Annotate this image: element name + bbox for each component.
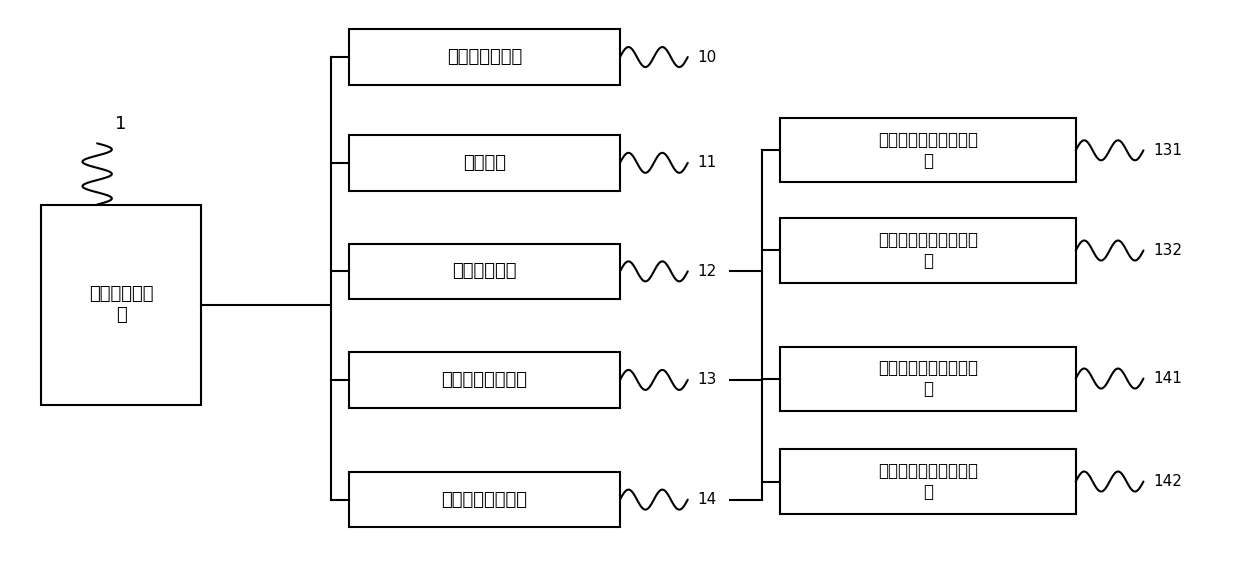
Text: 132: 132 [1153,243,1182,258]
Text: 第一速度调整模块: 第一速度调整模块 [441,371,527,389]
FancyBboxPatch shape [780,346,1076,411]
FancyBboxPatch shape [41,205,201,405]
FancyBboxPatch shape [780,219,1076,282]
Text: 第二速度调整模块: 第二速度调整模块 [441,490,527,509]
Text: 操作力检测模块: 操作力检测模块 [446,48,522,66]
Text: 第二虚拟阻尼计算子模
块: 第二虚拟阻尼计算子模 块 [878,359,978,398]
Text: 第一虚拟质量计算子模
块: 第一虚拟质量计算子模 块 [878,231,978,270]
Text: 10: 10 [698,50,717,64]
Text: 1: 1 [115,115,126,133]
FancyBboxPatch shape [348,244,620,299]
Text: 计算模块: 计算模块 [463,154,506,172]
Text: 13: 13 [698,372,717,388]
Text: 第一虚拟阻尼计算子模
块: 第一虚拟阻尼计算子模 块 [878,131,978,170]
FancyBboxPatch shape [348,472,620,528]
Text: 131: 131 [1153,143,1182,158]
Text: 第一判断模块: 第一判断模块 [453,262,517,280]
Text: 11: 11 [698,155,717,170]
FancyBboxPatch shape [348,352,620,408]
Text: 12: 12 [698,264,717,279]
Text: 142: 142 [1153,474,1182,489]
FancyBboxPatch shape [348,29,620,85]
Text: 变导纳控制系
统: 变导纳控制系 统 [89,285,154,324]
Text: 14: 14 [698,492,717,507]
Text: 第二虚拟质量计算子模
块: 第二虚拟质量计算子模 块 [878,462,978,501]
Text: 141: 141 [1153,371,1182,386]
FancyBboxPatch shape [780,450,1076,514]
FancyBboxPatch shape [348,135,620,190]
FancyBboxPatch shape [780,118,1076,182]
